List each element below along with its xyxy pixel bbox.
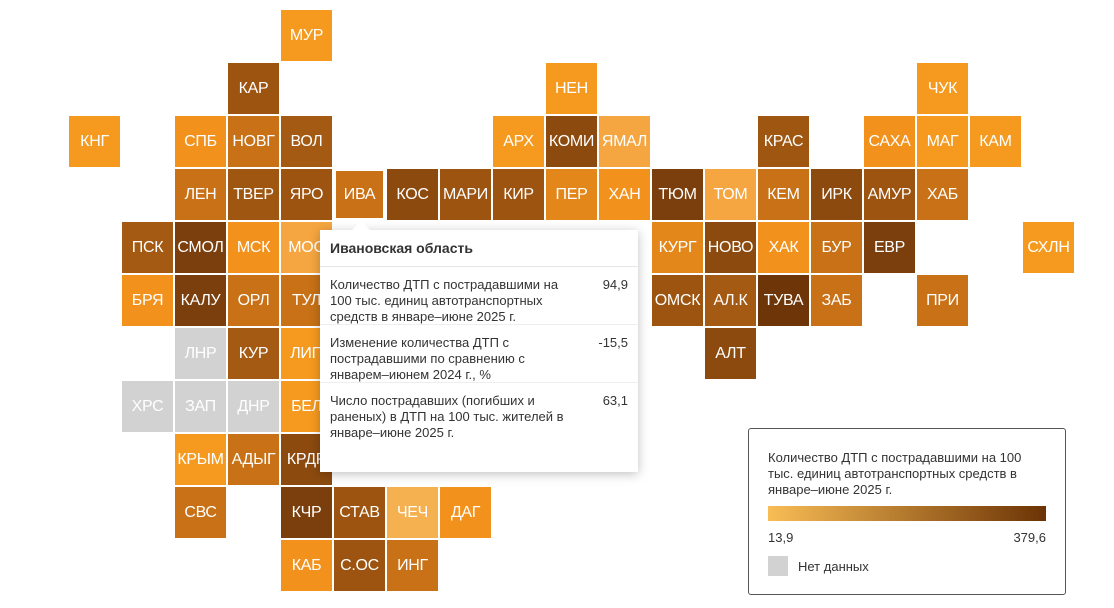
region-tile[interactable]: ЯРО — [281, 169, 332, 220]
region-tile[interactable]: КИР — [493, 169, 544, 220]
tooltip-row: Изменение количества ДТП с пострадавшими… — [320, 325, 638, 383]
region-tile[interactable]: ПРИ — [917, 275, 968, 326]
region-tile[interactable]: МАГ — [917, 116, 968, 167]
region-tile[interactable]: МУР — [281, 10, 332, 61]
region-tile[interactable]: ТВЕР — [228, 169, 279, 220]
region-tile[interactable]: ДНР — [228, 381, 279, 432]
region-tile[interactable]: АЛТ — [705, 328, 756, 379]
region-tile[interactable]: ИВА — [334, 169, 385, 220]
region-tile[interactable]: ПСК — [122, 222, 173, 273]
region-tile[interactable]: ЗАП — [175, 381, 226, 432]
tooltip-row: Количество ДТП с пострадавшими на 100 ты… — [320, 267, 638, 325]
region-tile[interactable]: ЛНР — [175, 328, 226, 379]
region-tile[interactable]: ЯМАЛ — [599, 116, 650, 167]
region-tile[interactable]: С.ОС — [334, 540, 385, 591]
no-data-label: Нет данных — [798, 559, 869, 574]
region-tile[interactable]: КУРГ — [652, 222, 703, 273]
region-tile[interactable]: НОВО — [705, 222, 756, 273]
region-tile[interactable]: ТЮМ — [652, 169, 703, 220]
region-tile[interactable]: КРАС — [758, 116, 809, 167]
region-tile[interactable]: КАМ — [970, 116, 1021, 167]
region-tile[interactable]: ЧУК — [917, 63, 968, 114]
region-tile[interactable]: МСК — [228, 222, 279, 273]
region-tile[interactable]: НОВГ — [228, 116, 279, 167]
region-tile[interactable]: КЕМ — [758, 169, 809, 220]
region-tile[interactable]: ТУВА — [758, 275, 809, 326]
region-tile[interactable]: ХАН — [599, 169, 650, 220]
region-tile[interactable]: ХРС — [122, 381, 173, 432]
tooltip-row-label: Изменение количества ДТП с пострадавшими… — [330, 335, 525, 382]
region-tile[interactable]: СВС — [175, 487, 226, 538]
region-tile[interactable]: АРХ — [493, 116, 544, 167]
tooltip-caret — [352, 221, 370, 230]
region-tooltip: Ивановская область Количество ДТП с пост… — [320, 221, 638, 472]
no-data-swatch — [768, 556, 788, 576]
region-tile[interactable]: ИРК — [811, 169, 862, 220]
legend-gradient-bar — [768, 506, 1046, 521]
region-tile[interactable]: ВОЛ — [281, 116, 332, 167]
region-tile[interactable]: СХЛН — [1023, 222, 1074, 273]
region-tile[interactable]: САХА — [864, 116, 915, 167]
region-tile[interactable]: ТОМ — [705, 169, 756, 220]
region-tile[interactable]: БРЯ — [122, 275, 173, 326]
region-tile[interactable]: КОМИ — [546, 116, 597, 167]
tooltip-row-value: 94,9 — [602, 277, 628, 292]
region-tile[interactable]: КАБ — [281, 540, 332, 591]
region-tile[interactable]: ПЕР — [546, 169, 597, 220]
region-tile[interactable]: МАРИ — [440, 169, 491, 220]
region-tile[interactable]: ЕВР — [864, 222, 915, 273]
tooltip-row: Число пострадавших (погибших и раненых) … — [320, 383, 638, 441]
region-tile[interactable]: ДАГ — [440, 487, 491, 538]
region-tile[interactable]: СТАВ — [334, 487, 385, 538]
region-tile[interactable]: ОМСК — [652, 275, 703, 326]
region-tile[interactable]: ХАБ — [917, 169, 968, 220]
tooltip-title: Ивановская область — [320, 230, 638, 267]
region-tile[interactable]: СМОЛ — [175, 222, 226, 273]
tooltip-row-value: -15,5 — [598, 335, 628, 350]
region-tile[interactable]: АМУР — [864, 169, 915, 220]
tooltip-row-value: 63,1 — [602, 393, 628, 408]
legend-min-value: 13,9 — [768, 530, 794, 545]
region-tile[interactable]: ЗАБ — [811, 275, 862, 326]
region-tile[interactable]: ЧЕЧ — [387, 487, 438, 538]
tooltip-row-label: Число пострадавших (погибших и раненых) … — [330, 393, 564, 440]
tooltip-row-label: Количество ДТП с пострадавшими на 100 ты… — [330, 277, 559, 324]
region-tile[interactable]: КОС — [387, 169, 438, 220]
region-tile[interactable]: КУР — [228, 328, 279, 379]
region-tile[interactable]: АЛ.К — [705, 275, 756, 326]
legend-title: Количество ДТП с пострадавшими на 100 ты… — [768, 450, 1022, 497]
region-tile[interactable]: КАР — [228, 63, 279, 114]
region-tile[interactable]: КАЛУ — [175, 275, 226, 326]
region-tile[interactable]: КНГ — [69, 116, 120, 167]
region-tile[interactable]: КЧР — [281, 487, 332, 538]
region-tile[interactable]: ИНГ — [387, 540, 438, 591]
region-tile[interactable]: ЛЕН — [175, 169, 226, 220]
legend-max-value: 379,6 — [1013, 530, 1046, 545]
region-tile[interactable]: АДЫГ — [228, 434, 279, 485]
region-tile[interactable]: БУР — [811, 222, 862, 273]
region-tile[interactable]: ХАК — [758, 222, 809, 273]
region-tile[interactable]: СПБ — [175, 116, 226, 167]
region-tile[interactable]: КРЫМ — [175, 434, 226, 485]
map-legend: Количество ДТП с пострадавшими на 100 ты… — [748, 428, 1066, 595]
region-tile[interactable]: ОРЛ — [228, 275, 279, 326]
region-tile[interactable]: НЕН — [546, 63, 597, 114]
